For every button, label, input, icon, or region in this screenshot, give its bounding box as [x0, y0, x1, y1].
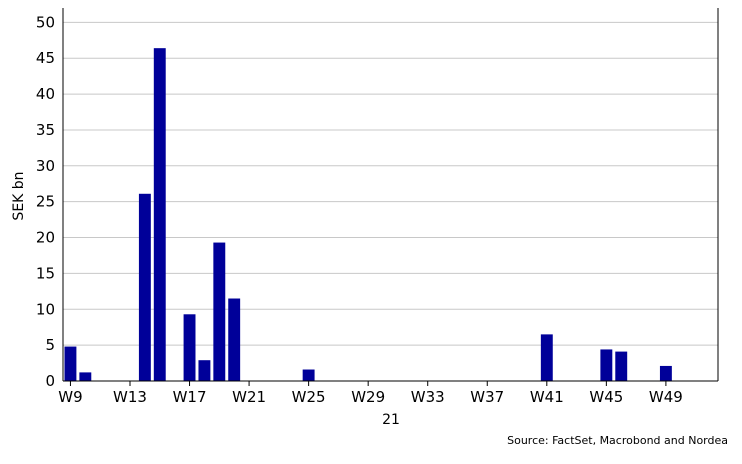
x-tick-W41: W41: [530, 388, 564, 406]
bar-W45: [600, 349, 613, 381]
bar-W25: [302, 369, 315, 381]
y-tick-45: 45: [36, 49, 55, 67]
bar-W10: [79, 372, 92, 381]
bar-W15: [153, 48, 166, 382]
y-tick-35: 35: [36, 121, 55, 139]
bar-W18: [198, 360, 211, 381]
y-axis-title: SEK bn: [11, 171, 27, 220]
x-tick-W21: W21: [232, 388, 266, 406]
x-tick-W25: W25: [292, 388, 326, 406]
x-axis-title: 21: [382, 412, 400, 428]
bar-W19: [213, 242, 226, 381]
bar-W46: [615, 351, 628, 381]
x-tick-W17: W17: [173, 388, 207, 406]
x-tick-W33: W33: [411, 388, 445, 406]
y-tick-15: 15: [36, 264, 55, 282]
y-tick-labels: 0 5 10 15 20 25 30 35 40 45 50: [36, 13, 55, 390]
y-tick-25: 25: [36, 193, 55, 211]
bar-W49: [659, 365, 672, 381]
y-tick-20: 20: [36, 229, 55, 247]
bar-W17: [183, 314, 196, 381]
x-tick-W45: W45: [589, 388, 623, 406]
x-tick-W9: W9: [58, 388, 82, 406]
bar-W41: [540, 334, 553, 381]
bar-W14: [138, 193, 151, 381]
axes: [62, 8, 719, 382]
y-tick-40: 40: [36, 85, 55, 103]
x-tick-W13: W13: [113, 388, 147, 406]
x-tick-W37: W37: [470, 388, 504, 406]
x-tick-labels: W9 W13 W17 W21 W25 W29 W33 W37 W41 W45 W49: [58, 381, 683, 406]
y-tick-10: 10: [36, 300, 55, 318]
source-note: Source: FactSet, Macrobond and Nordea: [507, 434, 728, 447]
y-tick-30: 30: [36, 157, 55, 175]
y-tick-0: 0: [45, 372, 55, 390]
gridlines: [63, 21, 718, 346]
bars: [64, 48, 672, 382]
x-tick-W29: W29: [351, 388, 385, 406]
y-tick-50: 50: [36, 13, 55, 31]
y-tick-5: 5: [45, 336, 55, 354]
bar-W20: [228, 298, 241, 381]
bar-W9: [64, 346, 77, 381]
x-tick-W49: W49: [649, 388, 683, 406]
